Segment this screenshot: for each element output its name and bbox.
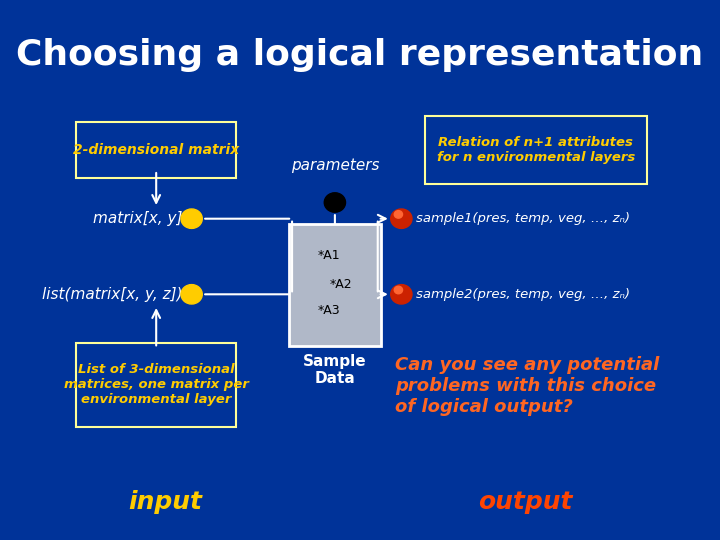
Text: sample1(pres, temp, veg, …, zₙ): sample1(pres, temp, veg, …, zₙ) [416, 212, 630, 225]
Circle shape [395, 286, 402, 294]
Text: *A2: *A2 [330, 278, 352, 292]
Text: list(matrix[x, y, z]): list(matrix[x, y, z]) [42, 287, 183, 302]
Circle shape [391, 285, 412, 304]
Circle shape [181, 209, 202, 228]
Text: output: output [478, 490, 572, 514]
Circle shape [395, 211, 402, 218]
FancyBboxPatch shape [425, 116, 647, 184]
Text: List of 3-dimensional
matrices, one matrix per
environmental layer: List of 3-dimensional matrices, one matr… [64, 363, 248, 406]
Text: *A1: *A1 [318, 249, 341, 262]
Text: parameters: parameters [291, 158, 379, 173]
Text: Sample
Data: Sample Data [303, 354, 366, 386]
Text: *A3: *A3 [318, 304, 341, 317]
Text: Relation of n+1 attributes
for n environmental layers: Relation of n+1 attributes for n environ… [436, 136, 635, 164]
Circle shape [324, 193, 346, 212]
Text: 2-dimensional matrix: 2-dimensional matrix [73, 143, 239, 157]
Text: Choosing a logical representation: Choosing a logical representation [17, 38, 703, 72]
FancyBboxPatch shape [76, 122, 236, 178]
Circle shape [181, 285, 202, 304]
FancyBboxPatch shape [289, 224, 381, 346]
Circle shape [391, 209, 412, 228]
Text: Can you see any potential
problems with this choice
of logical output?: Can you see any potential problems with … [395, 356, 660, 416]
Text: input: input [128, 490, 202, 514]
Text: sample2(pres, temp, veg, …, zₙ): sample2(pres, temp, veg, …, zₙ) [416, 288, 630, 301]
Text: matrix[x, y]: matrix[x, y] [94, 211, 183, 226]
FancyBboxPatch shape [76, 343, 236, 427]
